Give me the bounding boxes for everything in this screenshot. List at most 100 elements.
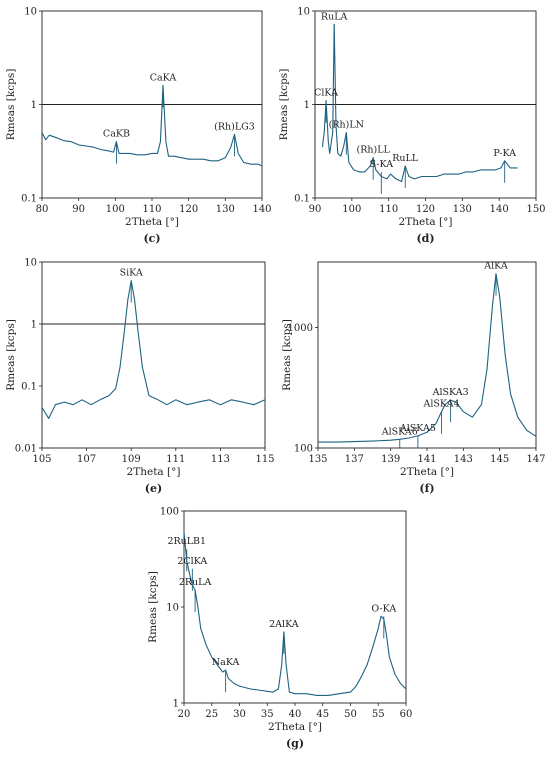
panel-label: (c) [143,232,160,245]
peak-label-rh-ll: (Rh)LL [357,145,391,156]
x-tick-label: 100 [342,204,361,215]
x-axis-label: 2Theta [°] [268,721,322,733]
x-tick-label: 30 [233,709,246,720]
y-axis-label: Rmeas [kcps] [147,571,159,643]
x-tick-label: 90 [309,204,322,215]
panel-label: (f) [419,482,434,495]
panel-label: (e) [145,482,162,495]
peak-label-alska5: AlSKA5 [399,423,436,434]
peak-label-2clka: 2ClKA [177,556,207,567]
x-tick-label: 120 [179,204,198,215]
x-tick-label: 111 [166,454,185,465]
series-line [41,280,266,419]
x-tick-label: 105 [32,454,51,465]
y-axis-label: Rmeas [kcps] [281,319,293,391]
y-axis-label: Rmeas [kcps] [5,319,17,391]
x-tick-label: 110 [142,204,161,215]
x-tick-label: 55 [372,709,385,720]
peak-label-rula: RuLA [321,11,348,22]
peak-label-cakb: CaKB [103,129,130,140]
x-tick-label: 130 [453,204,472,215]
x-tick-label: 113 [211,454,230,465]
y-tick-label: 0.1 [21,194,37,205]
x-tick-label: 110 [379,204,398,215]
peak-label-rh-lg3: (Rh)LG3 [214,121,255,132]
x-tick-label: 140 [252,204,271,215]
x-tick-label: 80 [36,204,49,215]
y-tick-label: 0.1 [294,194,310,205]
y-tick-label: 1000 [288,323,313,334]
x-tick-label: 90 [72,204,85,215]
x-tick-label: 107 [77,454,96,465]
peak-label-rull: RuLL [392,153,419,164]
x-tick-label: 25 [205,709,218,720]
x-tick-label: 115 [255,454,274,465]
y-tick-label: 10 [24,258,37,269]
x-tick-label: 145 [490,454,509,465]
peak-label-alska3: AlSKA3 [432,387,469,398]
peak-label-alska4: AlSKA4 [423,399,460,410]
y-tick-label: 100 [160,507,179,518]
y-tick-label: 10 [297,7,310,18]
chart-panel-f: 135 137 139 141 143 145 147 100 1000 2Theta [°] Rm… [281,261,546,495]
x-tick-label: 120 [416,204,435,215]
y-tick-label: 100 [294,444,313,455]
panel-label: (d) [416,232,434,245]
x-tick-label: 50 [344,709,357,720]
x-tick-label: 147 [526,454,545,465]
x-tick-label: 137 [345,454,364,465]
x-tick-label: 139 [381,454,400,465]
x-tick-label: 20 [178,709,191,720]
y-tick-label: 0.01 [15,444,37,455]
y-axis-label: Rmeas [kcps] [278,69,290,141]
y-tick-label: 1 [304,100,310,111]
y-tick-label: 1 [31,100,37,111]
x-tick-label: 135 [308,454,327,465]
series-line [41,84,263,167]
peak-label-o-ka: O-KA [371,603,396,614]
peak-label-clka: ClKA [314,88,338,99]
x-tick-label: 45 [316,709,329,720]
y-tick-label: 1 [173,699,179,710]
x-axis-label: 2Theta [°] [125,216,179,228]
peak-label-p-ka: P-KA [493,148,516,159]
plot-frame [317,261,537,449]
peak-label-alska6: AlSKA6 [381,426,418,437]
chart-panel-e: 105 107 109 111 113 115 0.01 0.1 1 10 2Theta [°] Rm… [5,258,275,496]
series-line [183,532,407,696]
x-tick-label: 130 [216,204,235,215]
series-line [321,23,518,183]
peak-label-naka: NaKA [212,657,240,668]
peak-label-sika: SiKA [120,268,143,279]
y-tick-label: 1 [31,320,37,331]
x-tick-label: 150 [526,204,545,215]
series-line [318,273,537,443]
x-tick-label: 60 [400,709,413,720]
x-axis-label: 2Theta [°] [400,466,454,478]
panel-label: (g) [286,737,304,750]
y-axis-label: Rmeas [kcps] [5,69,17,141]
peak-label-2rulb1: 2RuLB1 [167,536,206,547]
plot-frame [41,261,266,449]
x-tick-label: 143 [454,454,473,465]
x-tick-label: 141 [417,454,436,465]
peak-label-caka: CaKA [150,72,177,83]
peak-label-rh-ln: (Rh)LN [329,120,364,131]
peak-label-alka: AlKA [483,261,508,272]
x-axis-label: 2Theta [°] [127,466,181,478]
y-tick-label: 10 [24,7,37,18]
y-tick-label: 0.1 [21,382,37,393]
x-tick-label: 140 [490,204,509,215]
x-tick-label: 35 [261,709,274,720]
x-tick-label: 40 [289,709,302,720]
x-axis-label: 2Theta [°] [399,216,453,228]
peak-label-2alka: 2AlKA [269,619,299,630]
peak-label-2rula: 2RuLA [179,577,212,588]
chart-panel-g: 20 25 30 35 40 45 50 55 60 1 10 100 2Theta [°] Rmeas … [147,507,412,751]
x-tick-label: 100 [106,204,125,215]
x-tick-label: 109 [122,454,141,465]
peak-label-s-ka: S-KA [369,159,393,170]
